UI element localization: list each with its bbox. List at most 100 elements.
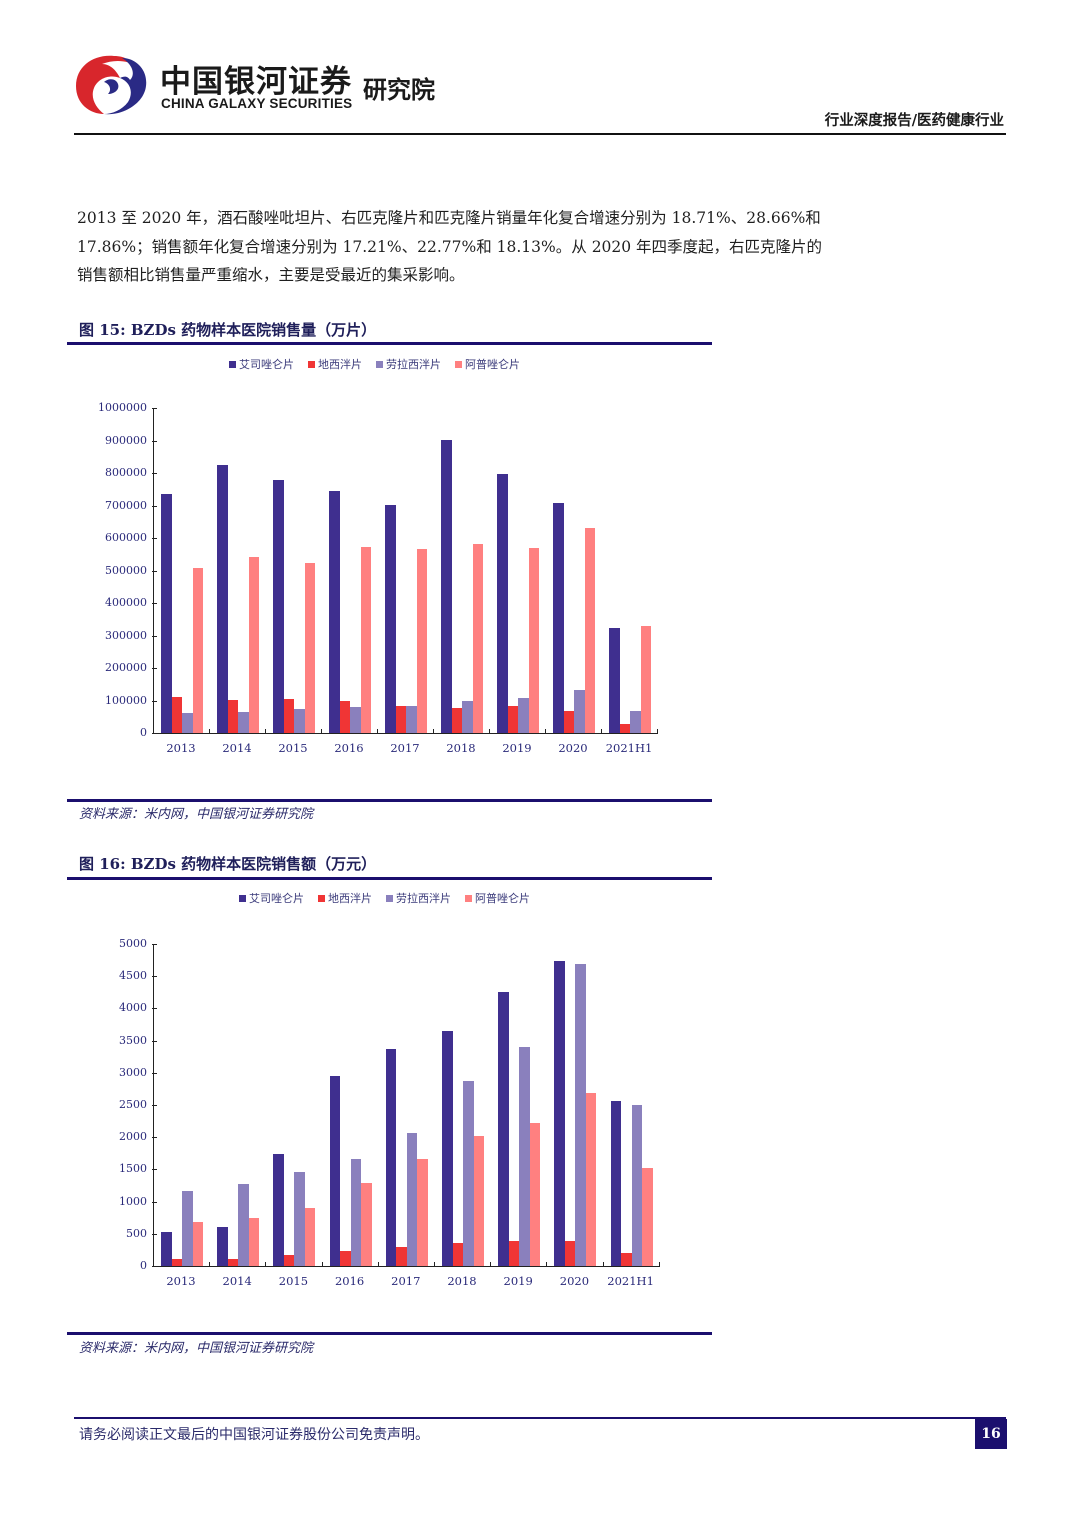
bar-2 xyxy=(396,1247,407,1266)
bar-2 xyxy=(619,723,630,733)
bar-4 xyxy=(472,543,483,733)
bar-2 xyxy=(171,696,182,733)
bar-4 xyxy=(640,626,651,733)
y-tick xyxy=(152,1201,157,1203)
figure-15-title: 图 15: BZDs 药物样本医院销售量（万片） xyxy=(79,321,377,339)
y-tick xyxy=(152,1137,157,1139)
legend-item: 阿普唑仑片 xyxy=(455,356,520,372)
bar-1 xyxy=(554,961,565,1266)
bar-4 xyxy=(304,1207,316,1266)
y-tick xyxy=(152,700,157,702)
bar-1 xyxy=(161,1232,172,1266)
y-tick-label: 500000 xyxy=(105,563,147,577)
figure-16-title: 图 16: BZDs 药物样本医院销售额（万元） xyxy=(79,855,377,873)
y-tick-label: 800000 xyxy=(105,466,147,479)
y-tick xyxy=(152,1040,157,1042)
x-tick-label: 2015 xyxy=(278,741,308,755)
bar-2 xyxy=(171,1258,182,1266)
x-tick-label: 2014 xyxy=(222,741,252,755)
y-tick xyxy=(152,440,157,442)
legend-label: 阿普唑仑片 xyxy=(475,892,530,905)
bar-3 xyxy=(406,706,417,733)
y-tick-label: 1500 xyxy=(119,1162,147,1176)
x-tick-label: 2018 xyxy=(446,741,476,755)
legend-label: 地西泮片 xyxy=(318,358,362,371)
x-tick-label: 2016 xyxy=(334,741,364,755)
legend-swatch-icon xyxy=(308,360,315,368)
bar-1 xyxy=(329,490,340,733)
report-category: 行业深度报告/医药健康行业 xyxy=(824,112,1004,129)
bar-1 xyxy=(217,1227,228,1266)
bar-3 xyxy=(519,1047,530,1266)
figure-16-legend: 艾司唑仑片 地西泮片 劳拉西泮片 阿普唑仑片 xyxy=(239,890,530,906)
legend-label: 艾司唑仑片 xyxy=(249,892,304,905)
bar-1 xyxy=(385,1049,397,1266)
bar-2 xyxy=(507,706,518,733)
figure-16-source-rule xyxy=(67,1332,712,1335)
legend-item: 地西泮片 xyxy=(318,890,372,906)
x-tick xyxy=(265,1262,267,1267)
x-tick xyxy=(209,729,210,734)
y-tick-label: 1000000 xyxy=(98,401,147,414)
x-axis xyxy=(153,733,657,734)
body-paragraph: 2013 至 2020 年，酒石酸唑吡坦片、右匹克隆片和匹克隆片销量年化复合增速… xyxy=(77,209,823,284)
legend-item: 劳拉西泮片 xyxy=(376,356,441,372)
bar-2 xyxy=(451,707,462,733)
y-tick-label: 200000 xyxy=(105,661,147,674)
brand-name-en: CHINA GALAXY SECURITIES xyxy=(161,96,353,111)
x-tick xyxy=(321,729,322,734)
bar-1 xyxy=(609,628,620,733)
y-tick xyxy=(152,1169,157,1171)
legend-label: 阿普唑仑片 xyxy=(465,358,520,371)
bar-4 xyxy=(473,1136,484,1266)
y-tick xyxy=(152,733,157,734)
bar-4 xyxy=(528,548,539,733)
y-tick xyxy=(152,668,157,669)
legend-item: 艾司唑仑片 xyxy=(229,356,294,372)
x-axis xyxy=(153,1266,659,1267)
x-tick-label: 2017 xyxy=(390,741,420,755)
bar-4 xyxy=(529,1123,541,1266)
figure-15-bar-chart: 0 100000 200000 300000 400000 500000 600000 700… xyxy=(98,401,658,755)
y-tick-label: 5000 xyxy=(119,937,147,950)
legend-swatch-icon xyxy=(455,360,462,368)
bar-4 xyxy=(192,1221,203,1266)
bar-1 xyxy=(273,1153,284,1266)
bar-4 xyxy=(642,1168,653,1266)
y-tick xyxy=(152,538,157,539)
bar-4 xyxy=(361,1182,372,1266)
legend-swatch-icon xyxy=(239,894,246,902)
legend-swatch-icon xyxy=(386,894,393,902)
bar-1 xyxy=(385,505,396,733)
bar-3 xyxy=(238,1183,249,1266)
y-tick xyxy=(152,635,157,637)
legend-swatch-icon xyxy=(465,894,472,902)
bar-2 xyxy=(283,698,294,733)
bar-1 xyxy=(610,1100,622,1266)
y-tick-label: 3500 xyxy=(119,1033,147,1047)
x-tick xyxy=(602,1262,604,1267)
figure-15-source: 资料来源：米内网，中国银河证券研究院 xyxy=(79,807,314,822)
legend-label: 地西泮片 xyxy=(328,892,372,905)
bar-3 xyxy=(182,1191,193,1266)
legend-item: 地西泮片 xyxy=(308,356,362,372)
legend-label: 劳拉西泮片 xyxy=(386,358,441,371)
y-tick-label: 0 xyxy=(140,1259,147,1272)
x-tick-label: 2021H1 xyxy=(605,741,653,755)
bar-2 xyxy=(564,1240,576,1266)
bar-3 xyxy=(575,964,586,1266)
bar-4 xyxy=(584,527,595,733)
page-number: 16 xyxy=(975,1419,1007,1449)
x-tick xyxy=(657,729,658,734)
bar-2 xyxy=(227,1258,239,1266)
bar-4 xyxy=(585,1092,597,1266)
x-tick xyxy=(321,1262,323,1267)
bar-1 xyxy=(161,494,172,733)
bar-1 xyxy=(553,502,564,733)
y-tick-label: 3000 xyxy=(119,1065,147,1079)
legend-swatch-icon xyxy=(376,360,383,368)
y-tick-label: 4000 xyxy=(119,1001,147,1015)
y-tick xyxy=(152,1008,157,1010)
x-tick xyxy=(489,729,490,734)
bar-1 xyxy=(329,1075,341,1266)
